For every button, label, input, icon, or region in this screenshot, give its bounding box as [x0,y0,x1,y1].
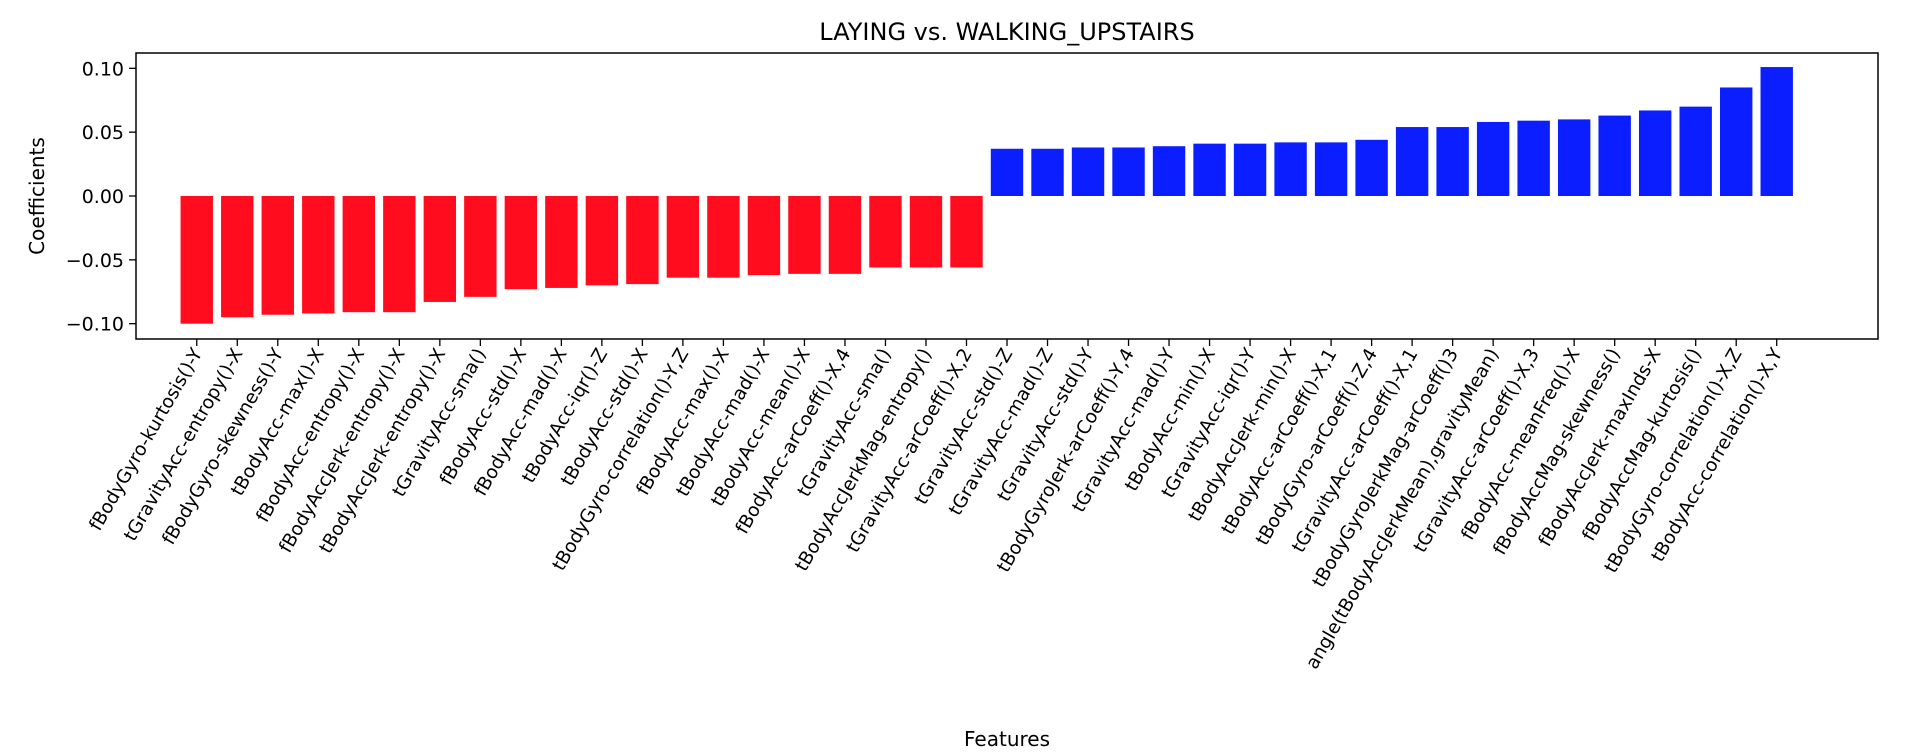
y-tick-label: 0.10 [82,58,124,80]
plot-frame [135,52,1879,340]
bar-23 [1071,147,1105,196]
x-axis-label: Features [964,727,1050,751]
bar-10 [545,196,578,288]
bar-21 [990,148,1024,196]
bar-22 [1031,148,1064,196]
bar-35 [1557,119,1591,196]
y-tick-label: 0.05 [82,122,124,144]
bar-7 [423,196,457,302]
bar-14 [707,196,740,278]
bar-28 [1274,142,1307,197]
bar-25 [1152,146,1186,196]
bar-8 [464,196,497,297]
bar-18 [869,196,902,268]
x-axis-ticks: fBodyGyro-kurtosis()-YtGravityAcc-entrop… [86,339,1787,673]
bar-11 [585,196,619,286]
bar-15 [747,196,781,276]
bar-29 [1314,142,1348,197]
bar-1 [180,196,213,324]
bar-9 [504,196,538,290]
bar-37 [1638,110,1672,196]
bar-30 [1355,139,1388,196]
bar-33 [1476,121,1510,196]
bar-34 [1517,120,1550,196]
y-axis-label: Coefficients [25,137,49,255]
bar-19 [909,196,943,268]
bar-6 [383,196,416,313]
bar-12 [626,196,659,285]
bar-40 [1760,67,1793,196]
bars-group [180,67,1793,324]
bar-32 [1436,127,1469,196]
chart-title: LAYING vs. WALKING_UPSTAIRS [819,18,1194,46]
y-tick-label: −0.10 [66,314,124,336]
bar-38 [1679,106,1712,197]
bar-39 [1720,87,1753,196]
bar-2 [221,196,254,318]
y-tick-label: −0.05 [66,250,124,272]
bar-36 [1598,115,1631,196]
bar-27 [1233,143,1267,196]
bar-17 [828,196,862,274]
bar-13 [666,196,700,278]
y-axis-ticks: −0.10 −0.05 0.00 0.05 0.10 [66,58,136,336]
y-tick-label: 0.00 [82,186,124,208]
bar-3 [261,196,294,315]
bar-4 [302,196,335,314]
bar-24 [1112,147,1145,196]
bar-31 [1395,127,1429,196]
bar-20 [950,196,983,268]
bar-26 [1193,143,1226,196]
bar-5 [342,196,376,313]
bar-16 [788,196,821,274]
